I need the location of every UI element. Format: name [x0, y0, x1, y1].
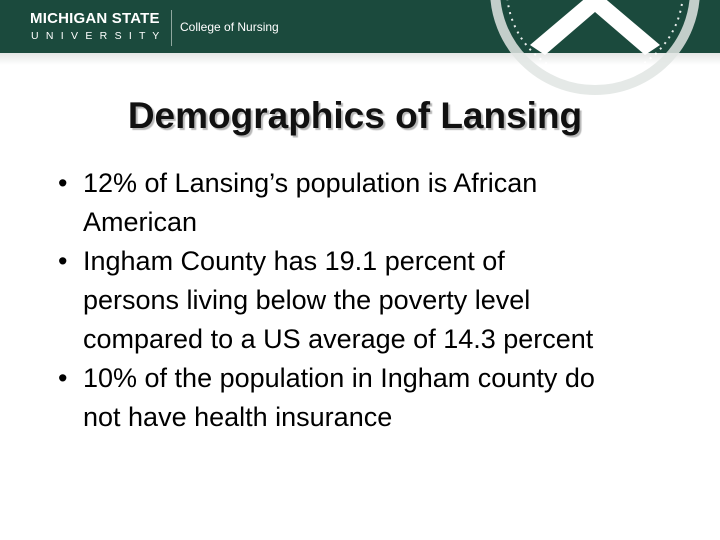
separator [171, 10, 172, 46]
unit-name: College of Nursing [180, 20, 279, 34]
bullet-item: • 10% of the population in Ingham county … [58, 359, 595, 437]
bullet-dot: • [58, 363, 68, 393]
seal-graphic [490, 0, 700, 95]
bullet-text: not have health insurance [83, 402, 393, 432]
bullet-item: • Ingham County has 19.1 percent of person… [58, 242, 595, 359]
bullet-text: 10% of the population in Ingham county d… [83, 363, 595, 393]
bullet-item: • 12% of Lansing’s population is African A… [58, 164, 595, 242]
bullet-dot: • [58, 246, 68, 276]
slide-title: Demographics of Lansing [127, 95, 583, 136]
bullet-text: compared to a US average of 14.3 percent [83, 324, 594, 354]
brand-name: MICHIGAN STATE [30, 10, 160, 27]
bullet-list: • 12% of Lansing’s population is African A… [58, 164, 595, 437]
header-shadow [0, 53, 720, 65]
bullet-text: 12% of Lansing’s population is African [83, 168, 538, 198]
brand-subtitle: U N I V E R S I T Y [31, 30, 162, 42]
bullet-dot: • [58, 168, 68, 198]
bullet-text: American [83, 207, 198, 237]
bullet-text: Ingham County has 19.1 percent of [83, 246, 505, 276]
bullet-text: persons living below the poverty level [83, 285, 531, 315]
